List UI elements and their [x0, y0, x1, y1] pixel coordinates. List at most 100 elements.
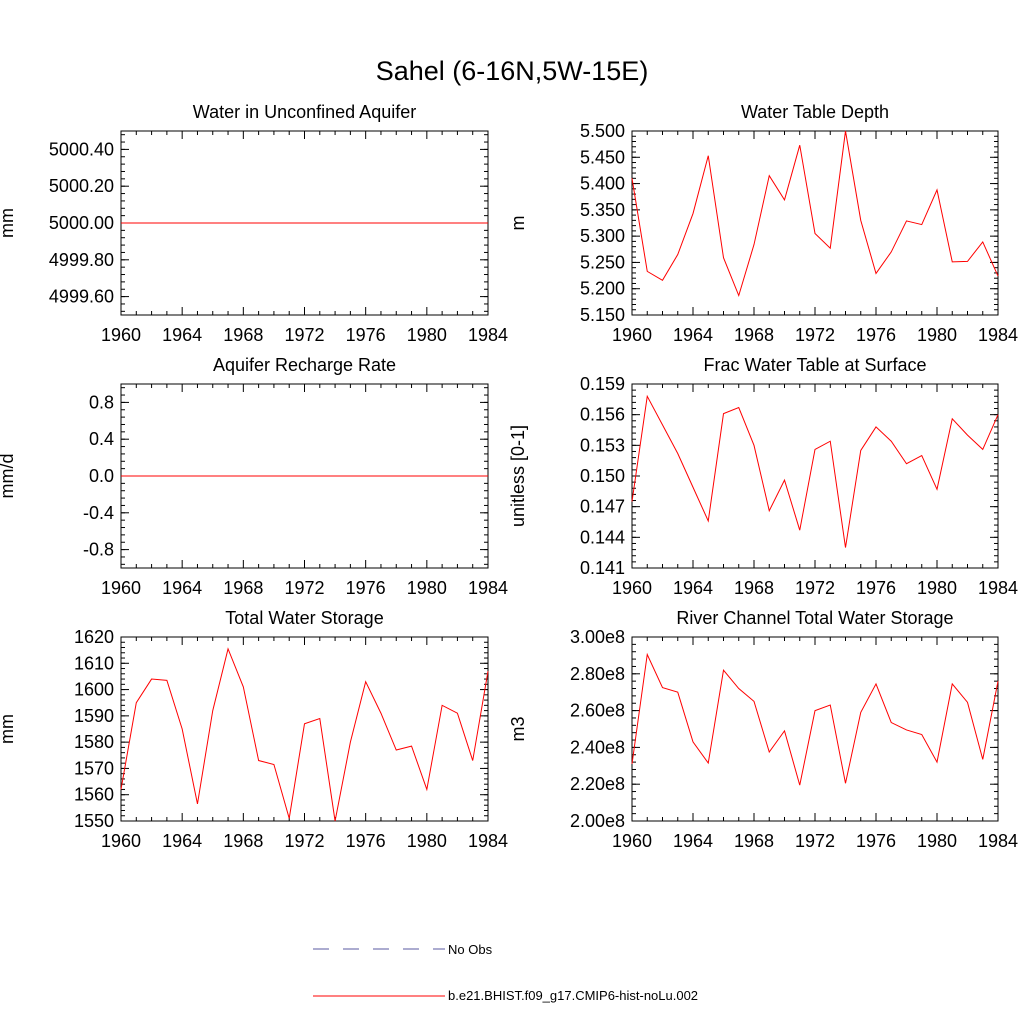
x-tick-label: 1972 [795, 325, 835, 345]
panel-title: Total Water Storage [225, 608, 383, 628]
x-tick-label: 1980 [407, 831, 447, 851]
y-tick-label: 5.300 [580, 226, 625, 246]
x-tick-label: 1972 [795, 578, 835, 598]
y-tick-label: 0.156 [580, 405, 625, 425]
series-line [631, 130, 999, 298]
y-tick-label: 2.40e8 [570, 737, 625, 757]
y-tick-label: 5000.20 [49, 176, 114, 196]
x-tick-label: 1964 [673, 578, 713, 598]
y-tick-label: 1580 [74, 732, 114, 752]
legend-model-label: b.e21.BHIST.f09_g17.CMIP6-hist-noLu.002 [448, 988, 698, 1003]
legend-obs-label: No Obs [448, 942, 493, 957]
chart-panel: Total Water Storage mm 1960 1964 1968 1972 197… [0, 608, 508, 851]
y-tick-label: 2.80e8 [570, 664, 625, 684]
x-tick-label: 1972 [284, 831, 324, 851]
x-tick-label: 1984 [468, 578, 508, 598]
y-tick-label: 1570 [74, 758, 114, 778]
x-tick-label: 1980 [407, 325, 447, 345]
x-tick-label: 1960 [101, 578, 141, 598]
chart-panel: Water in Unconfined Aquifer mm 1960 1964 196… [0, 102, 508, 345]
y-tick-label: 3.00e8 [570, 627, 625, 647]
y-tick-label: 5.200 [580, 279, 625, 299]
chart-panel: Aquifer Recharge Rate mm/d 1960 1964 1968 197… [0, 355, 508, 598]
figure-title: Sahel (6-16N,5W-15E) [375, 56, 649, 86]
chart-panel: River Channel Total Water Storage m3 1960 1… [508, 608, 1018, 851]
y-axis-label: mm [0, 714, 17, 744]
y-tick-label: 1550 [74, 811, 114, 831]
y-tick-label: 0.150 [580, 466, 625, 486]
y-tick-label: 0.144 [580, 527, 625, 547]
x-tick-label: 1972 [284, 578, 324, 598]
series-line [631, 394, 999, 548]
y-tick-label: 0.159 [580, 374, 625, 394]
x-tick-label: 1968 [734, 325, 774, 345]
y-axis-label: m [508, 216, 528, 231]
y-tick-label: 0.0 [89, 466, 114, 486]
y-axis-label: m3 [508, 716, 528, 741]
y-tick-label: 5.250 [580, 252, 625, 272]
y-tick-label: 5000.00 [49, 213, 114, 233]
panel-title: Water in Unconfined Aquifer [193, 102, 416, 122]
y-tick-label: 5.500 [580, 121, 625, 141]
x-tick-label: 1960 [612, 325, 652, 345]
y-tick-label: 4999.60 [49, 287, 114, 307]
x-tick-label: 1964 [673, 831, 713, 851]
x-tick-label: 1960 [612, 578, 652, 598]
y-tick-label: 5000.40 [49, 139, 114, 159]
y-tick-label: 1620 [74, 627, 114, 647]
x-tick-label: 1960 [612, 831, 652, 851]
x-tick-label: 1984 [468, 831, 508, 851]
x-tick-label: 1968 [223, 325, 263, 345]
y-tick-label: 5.350 [580, 200, 625, 220]
series-line [120, 647, 489, 822]
x-tick-label: 1964 [162, 831, 202, 851]
x-tick-label: 1976 [346, 325, 386, 345]
y-axis-label: unitless [0-1] [508, 425, 528, 527]
y-tick-label: 2.60e8 [570, 701, 625, 721]
x-tick-label: 1984 [978, 578, 1018, 598]
x-tick-label: 1980 [917, 578, 957, 598]
y-tick-label: 1600 [74, 680, 114, 700]
x-tick-label: 1980 [407, 578, 447, 598]
y-tick-label: 5.400 [580, 174, 625, 194]
y-tick-label: 2.20e8 [570, 774, 625, 794]
y-tick-label: 2.00e8 [570, 811, 625, 831]
y-tick-label: 4999.80 [49, 250, 114, 270]
y-tick-label: 5.150 [580, 305, 625, 325]
x-tick-label: 1980 [917, 325, 957, 345]
chart-panel: Frac Water Table at Surface unitless [0-1… [508, 355, 1018, 598]
y-tick-label: 0.8 [89, 392, 114, 412]
panel-title: Water Table Depth [741, 102, 889, 122]
x-tick-label: 1968 [734, 578, 774, 598]
plot-frame [631, 383, 999, 569]
chart-panel: Water Table Depth m 1960 1964 1968 1972 1976 19… [508, 102, 1018, 345]
panel-title: Aquifer Recharge Rate [213, 355, 396, 375]
plot-frame [631, 130, 999, 316]
y-tick-label: -0.8 [83, 540, 114, 560]
x-tick-label: 1964 [162, 578, 202, 598]
y-tick-label: 0.153 [580, 435, 625, 455]
x-tick-label: 1972 [795, 831, 835, 851]
y-tick-label: -0.4 [83, 503, 114, 523]
series-line [631, 652, 999, 786]
x-tick-label: 1984 [978, 325, 1018, 345]
y-tick-label: 0.4 [89, 429, 114, 449]
x-tick-label: 1968 [734, 831, 774, 851]
x-tick-label: 1984 [468, 325, 508, 345]
y-tick-label: 1590 [74, 706, 114, 726]
x-tick-label: 1960 [101, 325, 141, 345]
x-tick-label: 1972 [284, 325, 324, 345]
y-tick-label: 5.450 [580, 147, 625, 167]
x-tick-label: 1960 [101, 831, 141, 851]
y-tick-label: 0.141 [580, 558, 625, 578]
x-tick-label: 1980 [917, 831, 957, 851]
panel-title: Frac Water Table at Surface [703, 355, 926, 375]
panel-title: River Channel Total Water Storage [676, 608, 953, 628]
x-tick-label: 1968 [223, 578, 263, 598]
x-tick-label: 1976 [856, 831, 896, 851]
plot-frame [120, 636, 489, 822]
x-tick-label: 1964 [673, 325, 713, 345]
x-tick-label: 1976 [346, 831, 386, 851]
x-tick-label: 1976 [856, 578, 896, 598]
